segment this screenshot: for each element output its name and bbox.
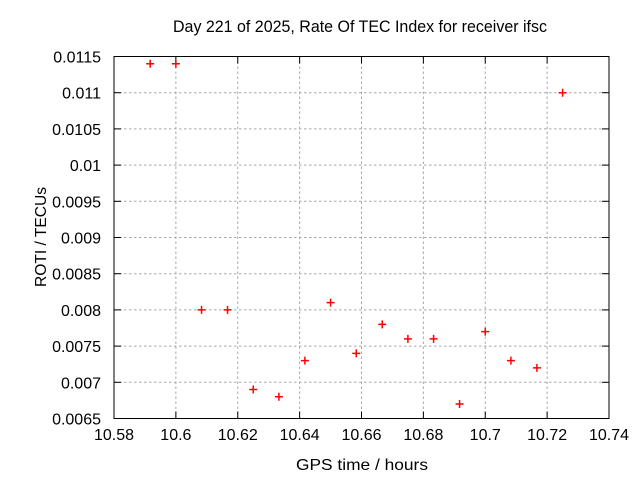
x-tick-label: 10.64 [280, 427, 320, 444]
chart-title: Day 221 of 2025, Rate Of TEC Index for r… [173, 18, 547, 36]
data-point-marker [197, 305, 206, 314]
data-point-marker [223, 305, 232, 314]
data-point-marker [171, 59, 180, 68]
y-tick-label: 0.008 [61, 303, 101, 320]
data-points [146, 59, 567, 409]
data-point-marker [326, 298, 335, 307]
data-point-marker [300, 356, 309, 365]
data-point-marker [274, 392, 283, 401]
plot-border [113, 56, 610, 419]
data-point-marker [455, 400, 464, 409]
data-point-marker [352, 349, 361, 358]
y-tick-label: 0.0065 [52, 412, 101, 429]
y-tick-label: 0.01 [70, 158, 101, 175]
x-tick-label: 10.7 [470, 427, 501, 444]
y-tick-label: 0.011 [62, 86, 101, 103]
data-point-marker [532, 363, 541, 372]
y-tick-labels: 0.0065 0.007 0.0075 0.008 0.0085 0.009 0.0095 0… [52, 50, 101, 429]
x-axis-label: GPS time / hours [296, 457, 428, 474]
x-tick-label: 10.72 [527, 427, 567, 444]
data-point-marker [249, 385, 258, 394]
data-point-marker [558, 88, 567, 97]
data-point-marker [481, 327, 490, 336]
y-tick-label: 0.0085 [52, 267, 101, 284]
x-tick-label: 10.74 [589, 427, 629, 444]
x-tick-label: 10.66 [341, 427, 381, 444]
y-tick-label: 0.009 [61, 231, 101, 248]
x-tick-label: 10.62 [218, 427, 258, 444]
x-tick-label: 10.58 [94, 427, 134, 444]
y-tick-label: 0.007 [61, 375, 101, 392]
y-axis-label: ROTI / TECUs [33, 187, 50, 287]
data-point-marker [403, 334, 412, 343]
grid-lines [114, 56, 609, 419]
y-tick-label: 0.0115 [53, 50, 101, 67]
x-tick-label: 10.68 [403, 427, 443, 444]
y-tick-label: 0.0075 [52, 339, 101, 356]
data-point-marker [506, 356, 515, 365]
data-point-marker [146, 59, 155, 68]
x-tick-label: 10.6 [160, 427, 191, 444]
x-tick-labels: 10.58 10.6 10.62 10.64 10.66 10.68 10.7 10.72 10… [94, 427, 629, 444]
y-tick-label: 0.0105 [52, 122, 101, 139]
y-tick-label: 0.0095 [52, 194, 101, 211]
data-point-marker [378, 320, 387, 329]
data-point-marker [429, 334, 438, 343]
